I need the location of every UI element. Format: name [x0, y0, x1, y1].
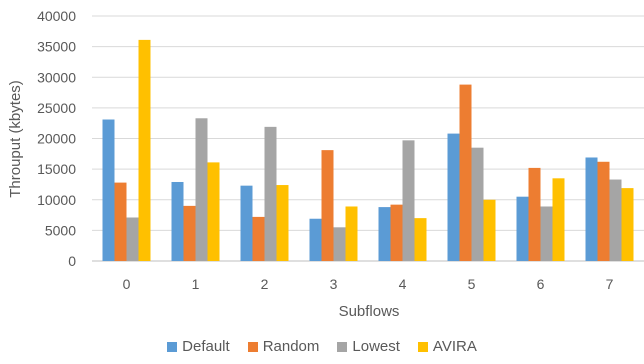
x-tick-label: 6	[537, 276, 545, 292]
bar-random-1	[183, 205, 196, 261]
bar-avira-4	[414, 218, 427, 261]
bars	[102, 39, 634, 262]
bar-avira-2	[276, 185, 289, 261]
bar-lowest-1	[195, 118, 208, 261]
bar-default-6	[516, 196, 529, 261]
y-tick-label: 15000	[37, 161, 76, 177]
legend-item-random: Random	[247, 338, 320, 355]
chart-plot: 0 5000 10000 15000 20000 25000 30000 35000 40000…	[7, 8, 644, 320]
bar-default-7	[585, 157, 598, 261]
bar-lowest-7	[609, 179, 622, 261]
bar-random-3	[321, 150, 334, 261]
x-tick-label: 1	[192, 276, 200, 292]
bar-lowest-6	[540, 206, 553, 261]
y-tick-label: 25000	[37, 100, 76, 116]
y-tick-label: 30000	[37, 69, 76, 85]
x-tick-label: 2	[261, 276, 269, 292]
bar-lowest-5	[471, 147, 484, 261]
bar-avira-6	[552, 178, 565, 261]
bar-random-4	[390, 204, 403, 261]
legend-label: Lowest	[352, 338, 400, 355]
axes: 0 5000 10000 15000 20000 25000 30000 35000 40000…	[37, 8, 614, 292]
bar-avira-0	[138, 39, 151, 262]
bar-default-2	[240, 185, 253, 261]
bar-avira-3	[345, 206, 358, 261]
bar-avira-7	[621, 188, 634, 261]
bar-default-4	[378, 207, 391, 261]
x-tick-label: 3	[330, 276, 338, 292]
bar-random-2	[252, 216, 265, 261]
bar-default-3	[309, 218, 322, 261]
bar-default-1	[171, 181, 184, 261]
y-tick-label: 40000	[37, 8, 76, 24]
bar-lowest-4	[402, 140, 415, 261]
legend-label: Random	[262, 338, 320, 355]
legend-swatch	[167, 341, 178, 352]
y-tick-label: 20000	[37, 131, 76, 147]
x-tick-label: 7	[606, 276, 614, 292]
legend-item-lowest: Lowest	[337, 338, 400, 355]
legend-swatch	[337, 341, 348, 352]
bar-lowest-0	[126, 217, 139, 261]
legend: Default Random Lowest AVIRA	[0, 338, 644, 355]
y-tick-label: 5000	[45, 222, 76, 238]
bar-default-0	[102, 119, 115, 261]
y-axis-label: Throuput (kbytes)	[7, 80, 24, 198]
x-axis-label: Subflows	[339, 303, 400, 320]
legend-item-avira: AVIRA	[417, 338, 477, 355]
x-tick-label: 5	[468, 276, 476, 292]
legend-label: Default	[182, 338, 230, 355]
bar-lowest-3	[333, 227, 346, 261]
legend-item-default: Default	[167, 338, 230, 355]
bar-random-0	[114, 182, 127, 261]
bar-avira-5	[483, 199, 496, 261]
x-tick-label: 0	[123, 276, 131, 292]
y-tick-label: 10000	[37, 192, 76, 208]
y-tick-label: 0	[68, 253, 76, 269]
legend-swatch	[247, 341, 258, 352]
bar-lowest-2	[264, 126, 277, 261]
y-tick-label: 35000	[37, 39, 76, 55]
legend-label: AVIRA	[432, 338, 477, 355]
legend-swatch	[417, 341, 428, 352]
bar-avira-1	[207, 162, 220, 261]
bar-random-5	[459, 84, 472, 261]
bar-random-6	[528, 167, 541, 261]
bar-random-7	[597, 161, 610, 261]
x-tick-label: 4	[399, 276, 407, 292]
bar-default-5	[447, 133, 460, 261]
